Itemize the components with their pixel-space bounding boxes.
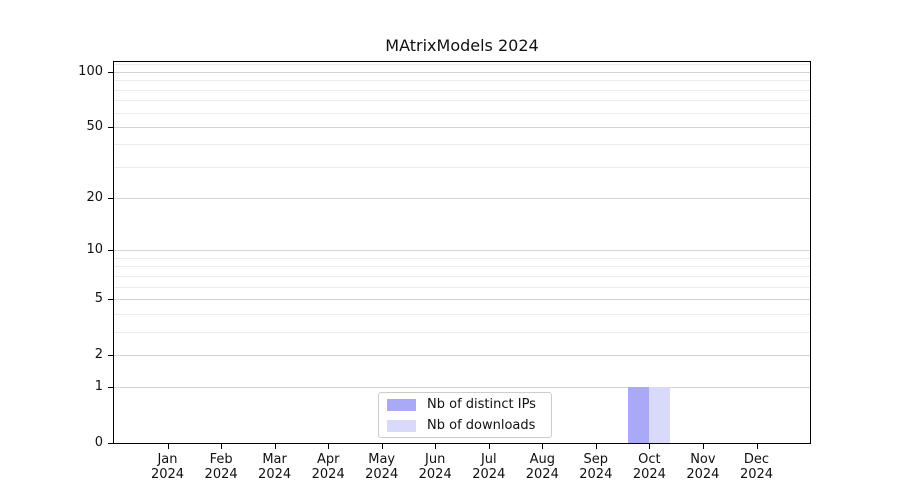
y-tick-mark xyxy=(108,443,113,444)
gridline-minor xyxy=(114,266,810,268)
y-tick-label: 2 xyxy=(94,346,103,362)
x-tick-label: Feb 2024 xyxy=(204,452,238,482)
gridline-major xyxy=(114,126,810,128)
gridline-minor xyxy=(114,286,810,288)
y-tick-mark xyxy=(108,198,113,200)
gridline-minor xyxy=(114,257,810,259)
y-tick-label: 20 xyxy=(86,190,103,206)
gridline-minor xyxy=(114,89,810,91)
plot-area xyxy=(113,61,811,444)
x-tick-mark xyxy=(488,444,490,449)
x-tick-label: Jan 2024 xyxy=(150,452,185,482)
x-tick-mark xyxy=(381,444,383,449)
y-tick-label: 5 xyxy=(94,290,103,306)
x-tick-mark xyxy=(167,444,169,449)
legend-entry: Nb of distinct IPs xyxy=(387,396,543,413)
y-tick-mark xyxy=(108,387,113,389)
gridline-major xyxy=(114,298,810,300)
x-tick-label: May 2024 xyxy=(365,452,399,482)
x-tick-label: Apr 2024 xyxy=(311,452,345,482)
x-tick-mark xyxy=(542,444,544,449)
gridline-minor xyxy=(114,100,810,102)
legend-label: Nb of distinct IPs xyxy=(427,397,536,412)
y-tick-mark xyxy=(108,250,113,252)
x-tick-mark xyxy=(702,444,704,449)
gridline-major xyxy=(114,71,810,73)
bar-nb-of-distinct-ips xyxy=(628,387,650,443)
gridline-major xyxy=(114,250,810,252)
legend-label: Nb of downloads xyxy=(427,418,536,433)
y-tick-mark xyxy=(108,354,113,356)
x-tick-mark xyxy=(756,444,758,449)
x-tick-label: Nov 2024 xyxy=(686,452,720,482)
gridline-minor xyxy=(114,166,810,168)
gridline-minor xyxy=(114,331,810,333)
y-tick-label: 100 xyxy=(78,63,103,79)
legend-swatch-downloads xyxy=(387,419,416,432)
legend: Nb of distinct IPs Nb of downloads xyxy=(378,392,552,438)
gridline-major xyxy=(114,354,810,356)
legend-swatch-distinct-ips xyxy=(387,398,416,411)
x-tick-label: Aug 2024 xyxy=(525,452,559,482)
gridline-minor xyxy=(114,112,810,114)
chart-title: MAtrixModels 2024 xyxy=(385,36,539,55)
gridline-minor xyxy=(114,275,810,277)
x-tick-label: Jul 2024 xyxy=(472,452,506,482)
gridline-minor xyxy=(114,80,810,82)
gridline-major xyxy=(114,198,810,200)
x-tick-mark xyxy=(221,444,223,449)
x-tick-mark xyxy=(649,444,651,449)
x-tick-mark xyxy=(328,444,330,449)
x-tick-label: Dec 2024 xyxy=(739,452,774,482)
y-tick-label: 1 xyxy=(94,379,103,395)
legend-entry: Nb of downloads xyxy=(387,417,543,434)
x-tick-label: Sep 2024 xyxy=(579,452,613,482)
y-tick-label: 0 xyxy=(94,435,103,450)
gridline-major xyxy=(114,387,810,389)
y-tick-mark xyxy=(108,71,113,73)
bar-nb-of-downloads xyxy=(649,387,671,443)
x-tick-mark xyxy=(595,444,597,449)
x-tick-label: Jun 2024 xyxy=(418,452,452,482)
y-tick-label: 50 xyxy=(86,118,103,134)
y-tick-mark xyxy=(108,298,113,300)
gridline-minor xyxy=(114,64,810,66)
gridline-minor xyxy=(114,313,810,315)
x-tick-mark xyxy=(435,444,437,449)
x-tick-mark xyxy=(274,444,276,449)
y-tick-mark xyxy=(108,126,113,128)
x-tick-label: Mar 2024 xyxy=(258,452,292,482)
x-tick-label: Oct 2024 xyxy=(632,452,666,482)
y-tick-label: 10 xyxy=(86,242,103,258)
gridline-minor xyxy=(114,144,810,146)
